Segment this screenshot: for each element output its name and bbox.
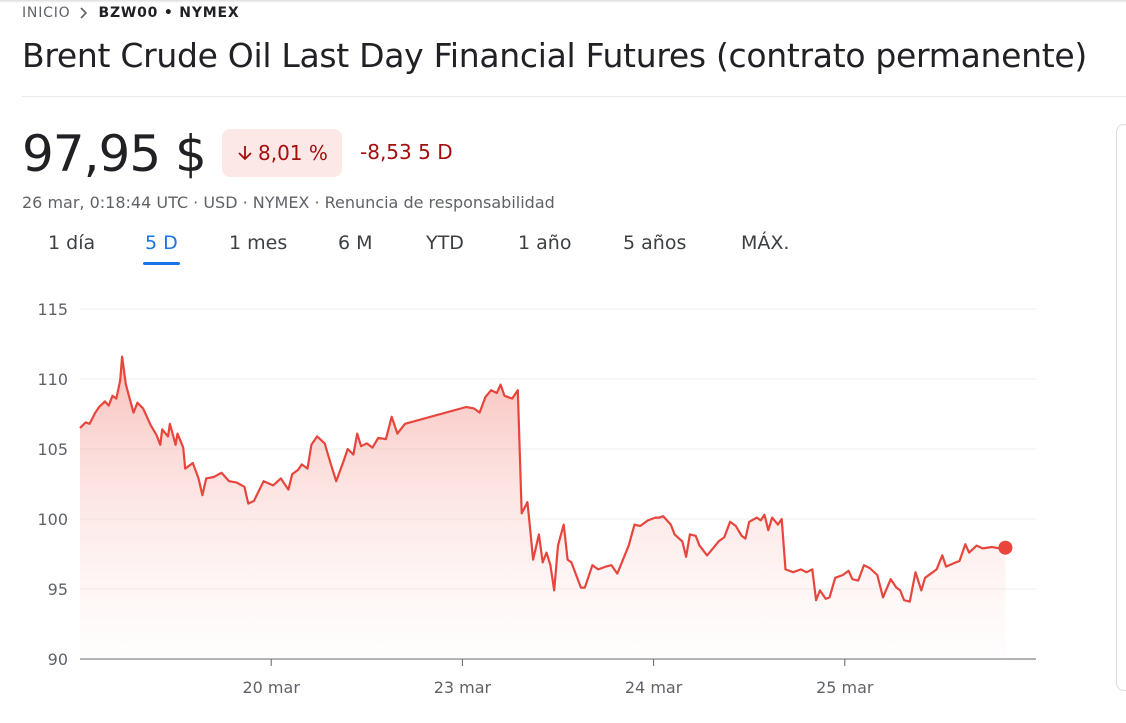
top-shadow — [0, 0, 1126, 3]
breadcrumb: INICIO BZW00 • NYMEX — [22, 5, 239, 21]
x-tick-label: 20 mar — [242, 678, 300, 697]
change-period: -8,53 5 D — [360, 140, 453, 164]
range-tab[interactable]: 1 día — [48, 232, 96, 254]
price: 97,95 $ — [22, 125, 207, 183]
change-percent: 8,01 % — [258, 141, 328, 165]
chevron-icon — [80, 7, 88, 19]
range-tab[interactable]: 1 mes — [229, 232, 288, 254]
x-tick-label: 23 mar — [434, 678, 492, 697]
side-card — [1116, 124, 1126, 691]
range-tab[interactable]: 6 M — [338, 232, 373, 254]
x-tick-label: 24 mar — [625, 678, 683, 697]
y-tick-label: 100 — [37, 510, 68, 529]
x-tick-label: 25 mar — [816, 678, 874, 697]
quote-info: 26 mar, 0:18:44 UTC · USD · NYMEX · Renu… — [22, 193, 555, 212]
y-tick-label: 115 — [37, 300, 68, 319]
range-tab[interactable]: MÁX. — [741, 232, 790, 254]
change-badge: 8,01 % — [222, 129, 342, 177]
page-title: Brent Crude Oil Last Day Financial Futur… — [22, 36, 1087, 75]
breadcrumb-current: BZW00 • NYMEX — [98, 5, 240, 21]
y-tick-label: 110 — [37, 370, 68, 389]
y-tick-label: 95 — [48, 580, 68, 599]
range-tab[interactable]: 1 año — [518, 232, 572, 254]
range-tab[interactable]: 5 D — [143, 232, 180, 265]
y-tick-label: 90 — [48, 650, 68, 669]
divider — [22, 96, 1126, 97]
range-tab[interactable]: YTD — [426, 232, 464, 254]
range-tab[interactable]: 5 años — [623, 232, 687, 254]
breadcrumb-link[interactable]: INICIO — [22, 5, 71, 21]
price-line — [79, 355, 1006, 603]
chart: 90 95 100 105 110 115 20 mar 23 mar 24 mar 25 mar — [37, 300, 1036, 697]
area — [80, 356, 1006, 659]
down-arrow-icon — [238, 146, 252, 161]
last-point — [998, 540, 1013, 555]
y-tick-label: 105 — [37, 440, 68, 459]
